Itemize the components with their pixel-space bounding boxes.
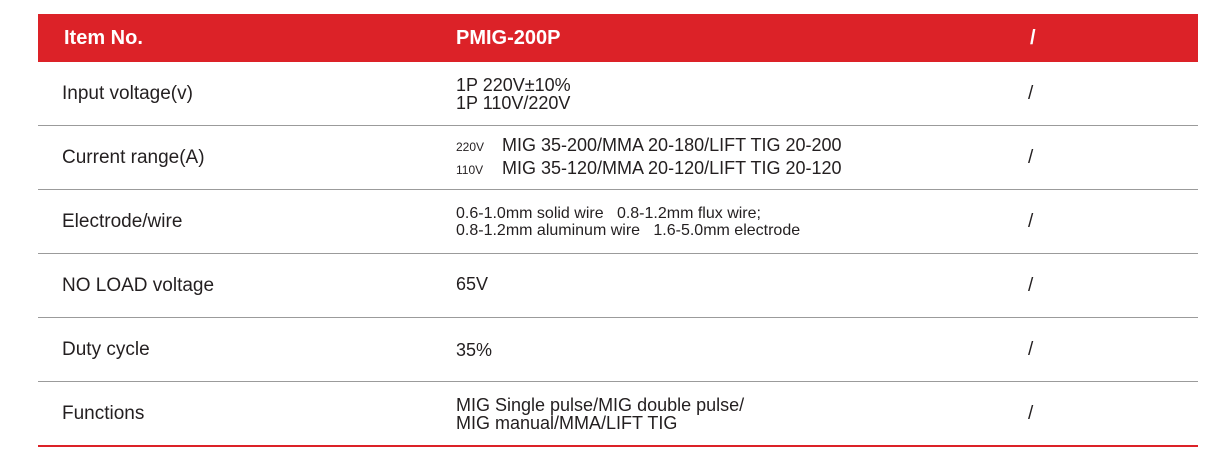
table-row-duty-cycle: Duty cycle 35% / bbox=[38, 318, 1198, 382]
row-label: NO LOAD voltage bbox=[62, 274, 215, 296]
row-value: 35% bbox=[456, 318, 492, 381]
row-third-column: / bbox=[1028, 338, 1034, 360]
voltage-tag: 220V bbox=[456, 139, 485, 154]
table-row-no-load-voltage: NO LOAD voltage 65V / bbox=[38, 254, 1198, 318]
value-line: MIG manual/MMA/LIFT TIG bbox=[456, 412, 678, 433]
table-header: Item No. PMIG-200P / bbox=[38, 14, 1198, 62]
value-line: 1P 220V±10% bbox=[456, 74, 571, 95]
row-label: Electrode/wire bbox=[62, 210, 183, 232]
row-value: 0.6-1.0mm solid wire 0.8-1.2mm flux wire… bbox=[456, 190, 800, 253]
value-line: 65V bbox=[456, 274, 489, 294]
row-label: Duty cycle bbox=[62, 338, 150, 360]
table-row-electrode-wire: Electrode/wire 0.6-1.0mm solid wire 0.8-… bbox=[38, 190, 1198, 254]
row-third-column: / bbox=[1028, 402, 1034, 424]
voltage-tag: 110V bbox=[456, 162, 484, 177]
header-third-column: / bbox=[1030, 27, 1036, 49]
header-item-label: Item No. bbox=[64, 27, 143, 49]
row-value: MIG Single pulse/MIG double pulse/ MIG m… bbox=[456, 382, 744, 445]
table-row-input-voltage: Input voltage(v) 1P 220V±10% 1P 110V/220… bbox=[38, 62, 1198, 126]
row-value: 1P 220V±10% 1P 110V/220V bbox=[456, 62, 571, 125]
spec-table: Item No. PMIG-200P / Input voltage(v) 1P… bbox=[38, 14, 1198, 447]
value-line: 35% bbox=[456, 339, 493, 360]
value-line: 110V MIG 35-120/MMA 20-120/LIFT TIG 20-12… bbox=[456, 158, 842, 181]
table-row-current-range: Current range(A) 220V MIG 35-200/MMA 20-1… bbox=[38, 126, 1198, 190]
row-label: Current range(A) bbox=[62, 146, 205, 168]
value-line: 220V MIG 35-200/MMA 20-180/LIFT TIG 20-20… bbox=[456, 135, 842, 158]
table-row-functions: Functions MIG Single pulse/MIG double pu… bbox=[38, 382, 1198, 447]
value-line: 0.8-1.2mm aluminum wire 1.6-5.0mm electr… bbox=[456, 221, 801, 239]
row-label: Functions bbox=[62, 402, 145, 424]
row-third-column: / bbox=[1028, 210, 1034, 232]
row-third-column: / bbox=[1028, 274, 1034, 296]
value-line: 1P 110V/220V bbox=[456, 92, 571, 113]
row-value: 220V MIG 35-200/MMA 20-180/LIFT TIG 20-20… bbox=[456, 126, 842, 189]
row-label: Input voltage(v) bbox=[62, 82, 193, 104]
value-line: MIG Single pulse/MIG double pulse/ bbox=[456, 394, 745, 415]
value-text: MIG 35-200/MMA 20-180/LIFT TIG 20-200 bbox=[502, 134, 842, 155]
header-model: PMIG-200P bbox=[456, 27, 561, 49]
row-third-column: / bbox=[1028, 82, 1034, 104]
value-text: MIG 35-120/MMA 20-120/LIFT TIG 20-120 bbox=[502, 157, 842, 178]
row-third-column: / bbox=[1028, 146, 1034, 168]
row-value: 65V bbox=[456, 254, 488, 317]
value-line: 0.6-1.0mm solid wire 0.8-1.2mm flux wire… bbox=[456, 204, 761, 222]
